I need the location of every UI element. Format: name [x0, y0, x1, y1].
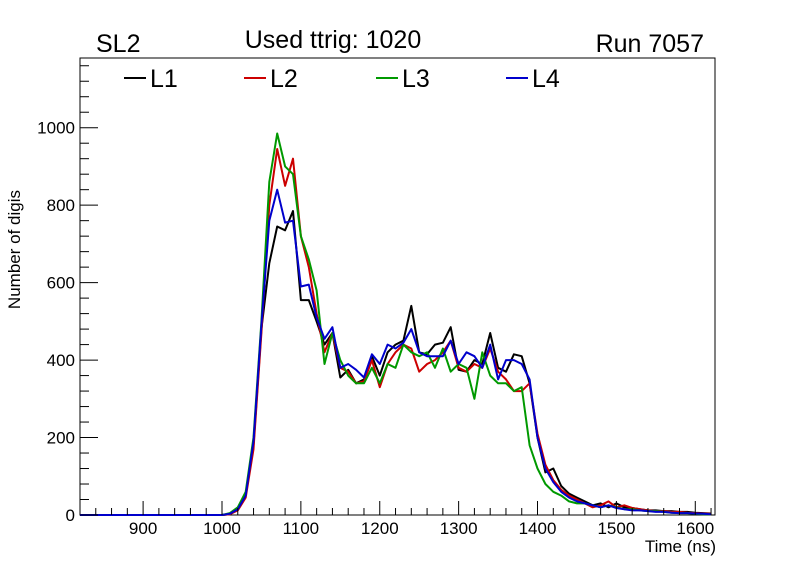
x-tick-label: 1000: [203, 519, 241, 538]
series-layer: [80, 132, 712, 516]
y-tick-label: 600: [47, 274, 75, 293]
series-line-l3: [80, 132, 712, 516]
legend: L1 L2 L3 L4: [124, 65, 560, 93]
x-tick-label: 1100: [283, 519, 320, 538]
x-tick-label: 1200: [361, 519, 399, 538]
series-line-l4: [80, 188, 712, 516]
x-axis-label: Time (ns): [645, 537, 716, 556]
x-tick-label: 1400: [519, 519, 557, 538]
y-axis: 0 200 400 600 800 1000: [37, 65, 98, 525]
title-center: Used ttrig: 1020: [245, 26, 422, 54]
legend-label-l4: L4: [532, 65, 560, 93]
y-tick-label: 0: [66, 506, 75, 525]
title-left: SL2: [96, 30, 140, 58]
x-axis: 900 1000 1100 1200 1300 1400 1500 1600: [95, 501, 714, 538]
y-axis-label: Number of digis: [5, 190, 24, 309]
y-tick-label: 400: [47, 351, 75, 370]
y-tick-label: 1000: [37, 119, 75, 138]
y-tick-label: 200: [47, 429, 75, 448]
series-line-l1: [80, 210, 712, 516]
x-tick-label: 1500: [597, 519, 635, 538]
x-tick-label: 1300: [440, 519, 478, 538]
series-line-l2: [80, 148, 712, 516]
legend-label-l1: L1: [150, 65, 178, 93]
plot-frame: [79, 57, 716, 516]
legend-label-l3: L3: [402, 65, 430, 93]
x-tick-label: 1600: [676, 519, 714, 538]
y-tick-label: 800: [47, 196, 75, 215]
legend-label-l2: L2: [270, 65, 298, 93]
x-tick-label: 900: [129, 519, 157, 538]
title-right: Run 7057: [596, 30, 704, 58]
